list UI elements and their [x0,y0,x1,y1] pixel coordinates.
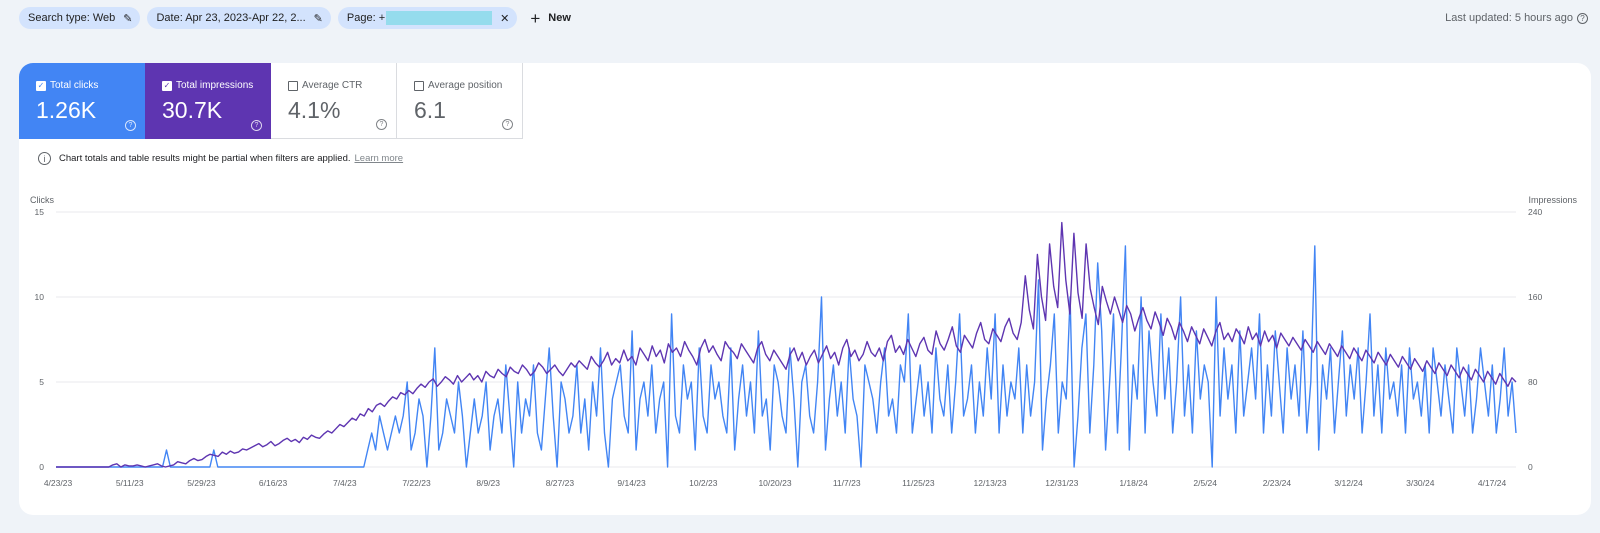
new-filter-button[interactable]: + New [530,10,571,27]
x-tick: 2/23/24 [1263,478,1292,488]
filter-bar: Search type: Web ✎ Date: Apr 23, 2023-Ap… [19,7,571,29]
search-type-chip-label: Search type: Web [28,12,116,24]
y-tick-right: 160 [1528,292,1542,302]
help-icon[interactable]: ? [376,119,387,130]
total-impressions-tab[interactable]: ✓ Total impressions 30.7K ? [145,63,271,139]
total-impressions-label-text: Total impressions [176,80,254,91]
x-tick: 8/9/23 [476,478,500,488]
x-tick: 10/20/23 [758,478,791,488]
average-position-tab[interactable]: Average position 6.1 ? [397,63,523,139]
average-position-label-text: Average position [428,80,503,91]
y-tick-left: 15 [35,207,45,217]
page-chip[interactable]: Page: + ✕ [337,7,518,29]
total-impressions-label: ✓ Total impressions [162,80,253,91]
total-clicks-label: ✓ Total clicks [36,80,98,91]
x-tick: 8/27/23 [546,478,575,488]
date-chip[interactable]: Date: Apr 23, 2023-Apr 22, 2... ✎ [147,7,331,29]
info-icon: i [38,152,51,165]
x-tick: 4/23/23 [44,478,73,488]
learn-more-link[interactable]: Learn more [354,153,404,164]
x-tick: 11/7/23 [833,478,861,488]
last-updated-text: Last updated: 5 hours ago [1445,12,1573,24]
y-tick-right: 80 [1528,377,1538,387]
impressions-series-line [56,221,1517,468]
help-icon[interactable]: ? [125,120,136,131]
new-filter-label: New [548,12,571,24]
total-clicks-value: 1.26K [36,97,97,123]
x-tick: 12/13/23 [974,478,1007,488]
right-axis-title: Impressions [1528,195,1577,205]
checkbox-unchecked-icon[interactable] [288,80,298,91]
x-tick: 3/12/24 [1334,478,1363,488]
help-icon[interactable]: ? [251,120,262,131]
x-tick: 12/31/23 [1045,478,1078,488]
left-axis-title: Clicks [30,195,54,205]
average-ctr-value: 4.1% [288,97,341,123]
checkbox-checked-icon[interactable]: ✓ [162,80,172,91]
help-icon[interactable]: ? [502,119,513,130]
x-tick: 9/14/23 [617,478,646,488]
y-tick-left: 10 [35,292,45,302]
edit-icon[interactable]: ✎ [123,12,133,25]
x-tick: 10/2/23 [689,478,718,488]
y-tick-right: 240 [1528,207,1542,217]
clicks-series-line [56,245,1517,468]
plus-icon: + [530,8,541,28]
filter-notice-text: Chart totals and table results might be … [59,153,351,164]
x-tick: 7/4/23 [333,478,357,488]
x-tick: 4/17/24 [1478,478,1507,488]
y-tick-left: 5 [39,377,44,387]
x-tick: 1/18/24 [1119,478,1148,488]
x-tick: 3/30/24 [1406,478,1435,488]
performance-card: ✓ Total clicks 1.26K ? ✓ Total impressio… [19,63,1591,515]
average-ctr-label: Average CTR [288,80,362,91]
x-tick: 6/16/23 [259,478,288,488]
y-tick-right: 0 [1528,462,1533,472]
help-icon[interactable]: ? [1577,12,1588,24]
x-tick: 5/11/23 [116,478,144,488]
checkbox-unchecked-icon[interactable] [414,80,424,91]
close-icon[interactable]: ✕ [500,12,510,25]
performance-chart: 0 0 5 80 10 160 15 240 4/23/23 5/11/23 5/29/23 6/16… [35,207,1543,488]
x-tick: 7/22/23 [402,478,431,488]
average-ctr-label-text: Average CTR [302,80,363,91]
date-chip-label: Date: Apr 23, 2023-Apr 22, 2... [156,12,306,24]
redacted-url [386,11,493,25]
x-tick: 5/29/23 [187,478,216,488]
average-position-value: 6.1 [414,97,446,123]
edit-icon[interactable]: ✎ [313,12,323,25]
x-tick: 2/5/24 [1193,478,1217,488]
last-updated: Last updated: 5 hours ago ? [1445,12,1588,24]
checkbox-checked-icon[interactable]: ✓ [36,80,46,91]
total-clicks-tab[interactable]: ✓ Total clicks 1.26K ? [19,63,145,139]
y-tick-left: 0 [39,462,44,472]
metric-tabs: ✓ Total clicks 1.26K ? ✓ Total impressio… [19,63,1591,139]
x-tick: 11/25/23 [902,478,935,488]
search-type-chip[interactable]: Search type: Web ✎ [19,7,141,29]
page-chip-label: Page: + [346,12,386,24]
average-ctr-tab[interactable]: Average CTR 4.1% ? [271,63,397,139]
total-clicks-label-text: Total clicks [50,80,99,91]
average-position-label: Average position [414,80,502,91]
total-impressions-value: 30.7K [162,97,223,123]
filter-notice: i Chart totals and table results might b… [38,152,403,165]
